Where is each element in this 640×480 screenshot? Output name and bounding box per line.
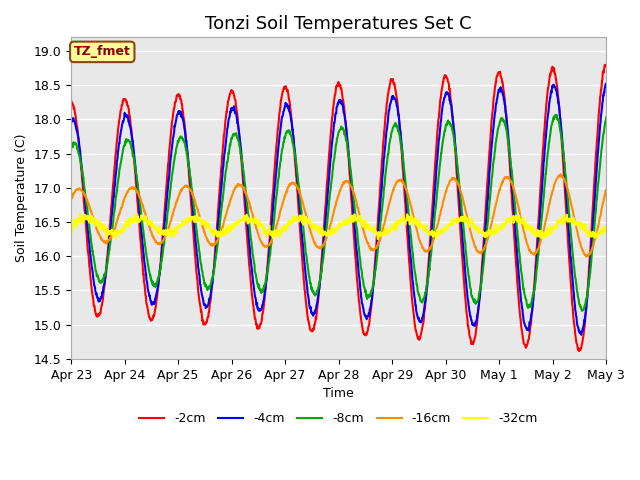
-32cm — [187, 216, 195, 222]
-2cm — [67, 98, 75, 104]
-2cm — [422, 299, 429, 304]
-4cm — [67, 120, 75, 126]
-4cm — [539, 177, 547, 183]
-2cm — [539, 154, 547, 159]
-16cm — [186, 187, 194, 192]
-32cm — [492, 229, 500, 235]
-8cm — [186, 173, 194, 179]
-4cm — [602, 81, 610, 86]
Line: -16cm: -16cm — [71, 174, 606, 257]
-8cm — [173, 143, 181, 148]
-16cm — [246, 203, 254, 208]
-2cm — [492, 83, 499, 89]
-4cm — [246, 247, 254, 253]
-16cm — [602, 187, 610, 192]
-8cm — [539, 207, 547, 213]
-16cm — [492, 204, 499, 210]
-32cm — [540, 230, 547, 236]
-32cm — [422, 224, 430, 230]
Line: -2cm: -2cm — [71, 65, 606, 351]
-8cm — [602, 115, 610, 120]
Legend: -2cm, -4cm, -8cm, -16cm, -32cm: -2cm, -4cm, -8cm, -16cm, -32cm — [134, 407, 543, 430]
-32cm — [76, 211, 84, 216]
-4cm — [577, 332, 585, 338]
-4cm — [422, 299, 429, 304]
Title: Tonzi Soil Temperatures Set C: Tonzi Soil Temperatures Set C — [205, 15, 472, 33]
Y-axis label: Soil Temperature (C): Soil Temperature (C) — [15, 134, 28, 263]
-32cm — [173, 224, 181, 229]
-2cm — [575, 348, 583, 354]
-2cm — [246, 270, 254, 276]
-2cm — [601, 62, 609, 68]
-8cm — [578, 308, 586, 313]
Line: -32cm: -32cm — [71, 214, 606, 239]
-32cm — [602, 224, 610, 229]
-2cm — [186, 186, 194, 192]
-32cm — [246, 218, 254, 224]
Line: -8cm: -8cm — [71, 115, 606, 311]
-2cm — [602, 63, 610, 69]
-16cm — [539, 232, 547, 238]
-8cm — [67, 143, 75, 148]
X-axis label: Time: Time — [323, 387, 354, 400]
Text: TZ_fmet: TZ_fmet — [74, 46, 131, 59]
-8cm — [552, 112, 559, 118]
-8cm — [246, 227, 254, 233]
-4cm — [186, 174, 194, 180]
-16cm — [582, 254, 590, 260]
-16cm — [67, 196, 75, 202]
-16cm — [422, 249, 429, 255]
-8cm — [492, 144, 499, 150]
-4cm — [492, 108, 499, 114]
-4cm — [173, 112, 181, 118]
-8cm — [422, 291, 429, 297]
Line: -4cm: -4cm — [71, 84, 606, 335]
-16cm — [557, 171, 564, 177]
-2cm — [173, 93, 181, 99]
-16cm — [173, 198, 181, 204]
-32cm — [374, 236, 381, 242]
-32cm — [67, 223, 75, 228]
